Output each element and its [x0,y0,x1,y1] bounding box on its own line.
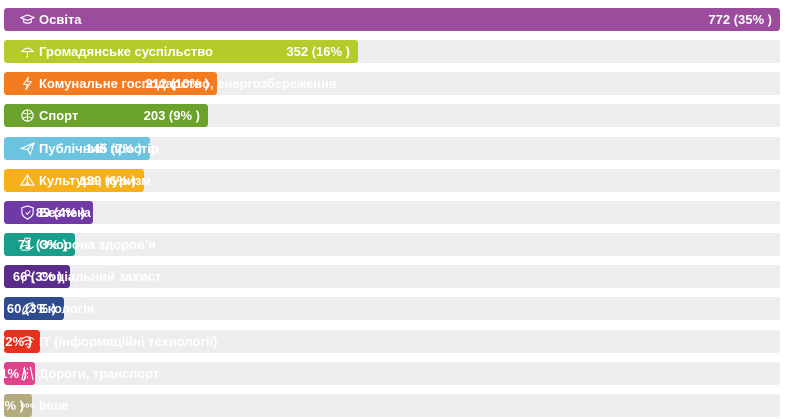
bar[interactable] [4,297,64,321]
bar-row[interactable]: ІТ (інформаційні технології) 36 (2% ) [0,329,780,353]
bar[interactable] [4,361,35,385]
road-icon [20,366,35,381]
bar-row[interactable]: Громадянське суспільство 352 (16% ) [4,40,780,64]
bar-value-label: 71 (3% ) [17,237,67,253]
bar-label: Освіта [39,12,82,27]
bar-track [4,393,780,417]
bar-label: Безпека [39,204,91,220]
bar-track [4,265,780,289]
bar-row[interactable]: Соціальний захист 66 (3% ) [4,265,780,289]
bar-row[interactable]: Культура, туризм 139 (6% ) [4,168,780,192]
bar-value-label: 352 (16% ) [286,44,350,60]
bar-row[interactable]: Охорона здоров'я 71 (3% ) [4,233,780,257]
bar-row[interactable]: Комунальне господарство, енергозбереженн… [4,72,780,96]
bar-label: Інше [39,397,69,413]
bar-value-label: 139 (6% ) [79,172,136,188]
bar-track [4,329,780,353]
bar-row[interactable]: Екологія 60 (3% ) [4,297,780,321]
bar-row[interactable]: Дороги, транспорт 31 (1% ) [0,361,780,385]
bar-row[interactable]: Освіта 772 (35% ) [4,8,780,31]
bar-track [4,168,780,192]
bar-value-label: 31 (1% ) [0,365,27,381]
bar-label: Спорт [39,108,79,124]
hand-heart-icon [20,237,35,252]
umbrella-icon [20,44,35,59]
person-icon [20,269,35,284]
bar-value-label: 89 (4% ) [35,204,85,220]
bar[interactable] [4,329,40,353]
bar-track [4,136,780,160]
bar-track [4,361,780,385]
bar-label: Публічний простір [39,140,159,156]
bar-row[interactable]: Інше 28 (1% ) [0,393,780,417]
bar-label: Культура, туризм [39,172,151,188]
tent-icon [20,173,35,188]
shield-icon [20,205,35,220]
bar-value-label: 212 (10% ) [145,76,209,92]
bar-label: Дороги, транспорт [39,365,160,381]
bar-label: Соціальний захист [39,269,162,285]
bar-row[interactable]: Безпека 89 (4% ) [4,200,780,224]
bar-label: ІТ (інформаційні технології) [39,333,218,349]
graduation-cap-icon [20,12,35,27]
bar-label: Громадянське суспільство [39,44,213,60]
bar-value-label: 60 (3% ) [6,301,56,317]
bar-value-label: 772 (35% ) [708,12,772,27]
bar[interactable] [4,168,144,192]
paper-plane-icon [20,141,35,156]
bar-label: Комунальне господарство, енергозбереженн… [39,76,337,92]
bar-track [4,297,780,321]
dots-icon [20,398,35,413]
bar[interactable] [4,8,780,31]
bar-row[interactable]: Спорт 203 (9% ) [4,104,780,128]
bar-track [4,200,780,224]
bar[interactable] [4,136,150,160]
bar[interactable] [4,393,32,417]
ball-icon [20,108,35,123]
lightning-icon [20,76,35,91]
bar-row[interactable]: Публічний простір 145 (7% ) [4,136,780,160]
bar-label: Екологія [39,301,95,317]
bar-value-label: 66 (3% ) [12,269,62,285]
bar[interactable] [4,265,70,289]
wifi-icon [20,334,35,349]
bar[interactable] [4,72,217,96]
bar-value-label: 36 (2% ) [0,333,32,349]
bar-value-label: 28 (1% ) [0,397,24,413]
bar-value-label: 203 (9% ) [143,108,200,124]
bar-value-label: 145 (7% ) [85,140,142,156]
bar[interactable] [4,40,358,64]
bar-track [4,233,780,257]
leaf-icon [20,301,35,316]
bar-label: Охорона здоров'я [39,237,156,253]
bar[interactable] [4,104,208,128]
